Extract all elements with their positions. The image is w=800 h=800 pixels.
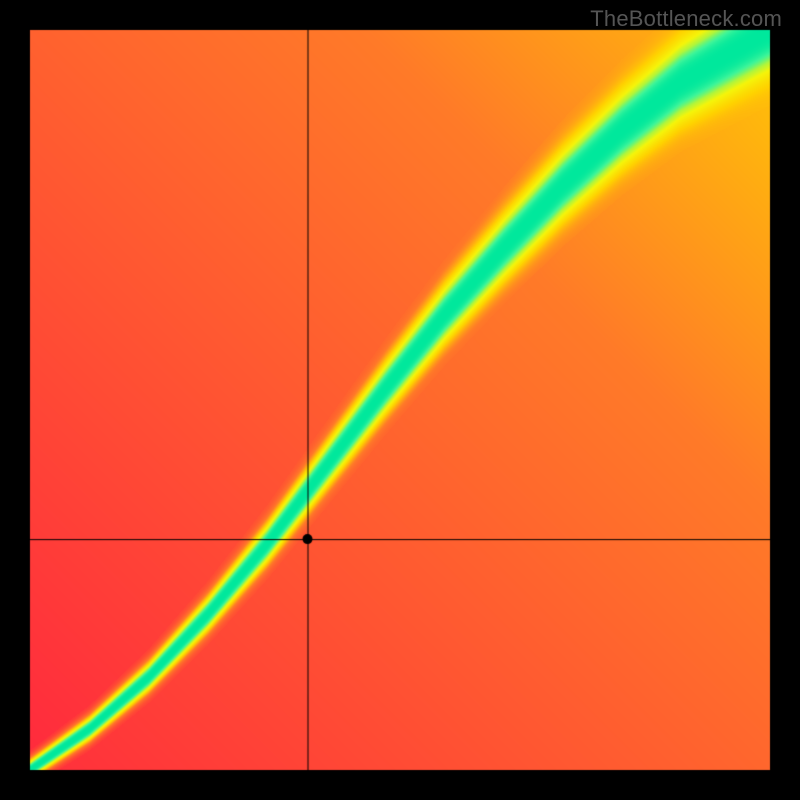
watermark-text: TheBottleneck.com: [590, 6, 782, 32]
heatmap-canvas: [0, 0, 800, 800]
bottleneck-chart: TheBottleneck.com: [0, 0, 800, 800]
